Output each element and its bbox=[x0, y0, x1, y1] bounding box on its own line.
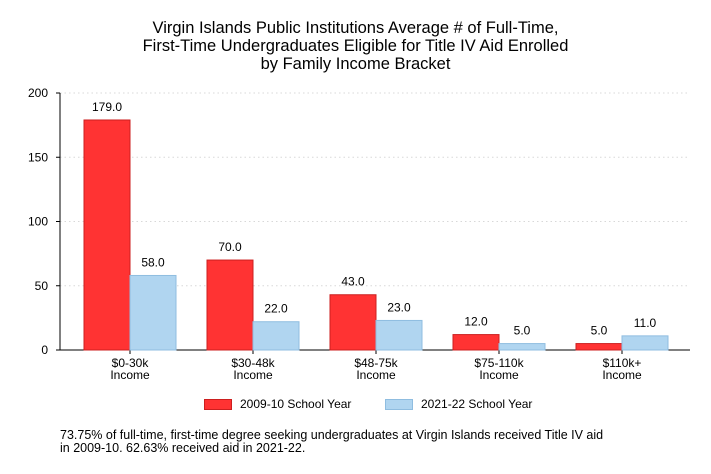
bar-series0-4 bbox=[575, 343, 623, 351]
legend-label-2009-10: 2009-10 School Year bbox=[240, 397, 352, 411]
x-tick-label-2-line0: $48-75k bbox=[354, 356, 398, 370]
legend: 2009-10 School Year 2021-22 School Year bbox=[0, 397, 711, 415]
x-tick-label-3-line1: Income bbox=[479, 368, 519, 382]
chart-title-line-3: by Family Income Bracket bbox=[260, 55, 451, 73]
footnote: 73.75% of full-time, first-time degree s… bbox=[60, 429, 680, 455]
data-label-series1-2: 23.0 bbox=[387, 300, 411, 314]
chart-title: Virgin Islands Public Institutions Avera… bbox=[0, 19, 711, 73]
x-tick-label-2-line1: Income bbox=[356, 368, 396, 382]
data-labels: 179.0 70.0 43.0 12.0 5.0 58.0 22.0 23.0 5.0 11.0 bbox=[92, 100, 657, 338]
chart-title-line-1: Virgin Islands Public Institutions Avera… bbox=[152, 19, 559, 37]
bar-series0-2 bbox=[329, 294, 377, 351]
legend-item-2009-10: 2009-10 School Year bbox=[204, 397, 351, 411]
x-tick-label-0-line0: $0-30k bbox=[112, 356, 150, 370]
data-label-series1-1: 22.0 bbox=[264, 302, 288, 316]
data-label-series1-0: 58.0 bbox=[141, 255, 165, 269]
data-label-series1-4: 11.0 bbox=[634, 316, 657, 330]
footnote-line-1: 73.75% of full-time, first-time degree s… bbox=[60, 428, 604, 442]
legend-swatch-2009-10 bbox=[204, 398, 232, 410]
data-label-series0-0: 179.0 bbox=[92, 100, 122, 114]
y-tick-label-150: 150 bbox=[28, 150, 48, 164]
x-tick-label-3-line0: $75-110k bbox=[474, 356, 524, 370]
legend-item-2021-22: 2021-22 School Year bbox=[385, 397, 532, 411]
data-label-series0-3: 12.0 bbox=[464, 315, 488, 329]
x-tick-label-4-line1: Income bbox=[602, 368, 642, 382]
bar-series1-3 bbox=[498, 343, 546, 351]
legend-label-2021-22: 2021-22 School Year bbox=[421, 397, 533, 411]
bar-series1-1 bbox=[252, 321, 300, 351]
data-label-series1-3: 5.0 bbox=[514, 324, 531, 338]
chart-title-line-2: First-Time Undergraduates Eligible for T… bbox=[142, 37, 569, 55]
bar-series1-4 bbox=[621, 335, 669, 351]
y-tick-label-50: 50 bbox=[35, 279, 49, 293]
y-tick-label-100: 100 bbox=[28, 215, 48, 229]
bar-series0-0 bbox=[83, 119, 131, 351]
bar-series1-2 bbox=[375, 319, 423, 351]
y-tick-label-200: 200 bbox=[28, 86, 48, 100]
x-tick-label-0-line1: Income bbox=[110, 368, 150, 382]
bar-series0-1 bbox=[206, 259, 254, 351]
data-label-series0-4: 5.0 bbox=[591, 324, 608, 338]
bar-series0-3 bbox=[452, 334, 500, 351]
footnote-line-2: in 2009-10. 62.63% received aid in 2021-… bbox=[60, 441, 306, 455]
x-tick-label-1-line1: Income bbox=[233, 368, 273, 382]
x-tick-labels: $0-30kIncome$30-48kIncome$48-75kIncome$7… bbox=[110, 356, 642, 382]
legend-swatch-2021-22 bbox=[385, 398, 413, 410]
bars bbox=[83, 119, 669, 351]
x-tick-label-4-line0: $110k+ bbox=[603, 356, 642, 370]
y-tick-label-0: 0 bbox=[41, 343, 48, 357]
bar-series1-0 bbox=[129, 274, 177, 351]
x-tick-label-1-line0: $30-48k bbox=[231, 356, 275, 370]
data-label-series0-1: 70.0 bbox=[218, 240, 242, 254]
data-label-series0-2: 43.0 bbox=[341, 275, 365, 289]
